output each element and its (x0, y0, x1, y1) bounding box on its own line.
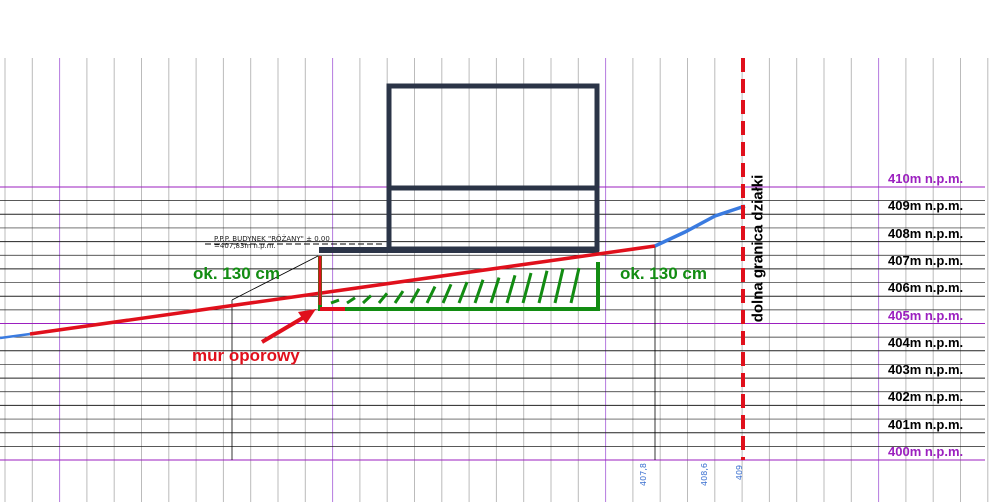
wall-label: mur oporowy (192, 346, 300, 365)
level-label: 404m n.p.m. (888, 334, 964, 350)
hatch-stroke (537, 270, 549, 304)
level-label: 400m n.p.m. (888, 444, 964, 459)
hatch-stroke (409, 288, 421, 304)
level-label: 401m n.p.m. (888, 416, 964, 432)
hatch-stroke (346, 296, 356, 305)
level-label: 402m n.p.m. (888, 389, 964, 405)
hatch-stroke (489, 277, 501, 304)
level-label: 406m n.p.m. (888, 280, 964, 296)
level-label: 410m n.p.m. (888, 171, 964, 186)
bottom-mark: 408,6 (699, 463, 709, 486)
level-label: 409m n.p.m. (888, 198, 964, 214)
terrain-extension (0, 332, 31, 340)
hatch-stroke (393, 290, 405, 304)
hatch-stroke (473, 279, 485, 304)
boundary-label: dolna granica działki (749, 174, 767, 323)
arrow-shaft (260, 314, 308, 344)
hatch-stroke (441, 283, 453, 304)
hatch-stroke (377, 292, 389, 304)
bottom-mark: 407,8 (638, 463, 648, 486)
level-label: 408m n.p.m. (888, 225, 964, 241)
hatch-stroke (425, 285, 437, 304)
hatch-stroke (553, 268, 565, 304)
arrow-head-icon (298, 309, 316, 324)
hatch-stroke (521, 272, 533, 304)
dimension-right: ok. 130 cm (620, 264, 707, 283)
terrain-extension (654, 204, 746, 248)
building-slab (319, 247, 599, 253)
dimension-left: ok. 130 cm (193, 264, 280, 283)
terrain-line (29, 244, 656, 336)
building-outline (386, 83, 600, 252)
hatch-stroke (569, 267, 581, 304)
bottom-mark: 409 (735, 464, 745, 481)
building-label: P.P.P. BUDYNEK "RÓŻANY" ± 0,00 =407,83m … (214, 236, 330, 250)
hatch-stroke (457, 281, 469, 304)
level-label: 405m n.p.m. (888, 307, 964, 323)
hatch-stroke (361, 294, 373, 305)
hatch-stroke (330, 298, 340, 305)
hatch-stroke (505, 274, 517, 304)
level-label: 403m n.p.m. (888, 362, 964, 378)
building-label-line2: =407,83m n.p.m. (214, 242, 276, 250)
leader-line (231, 255, 319, 301)
building-label-line1: P.P.P. BUDYNEK "RÓŻANY" ± 0,00 (214, 235, 330, 243)
level-label: 407m n.p.m. (888, 252, 964, 268)
